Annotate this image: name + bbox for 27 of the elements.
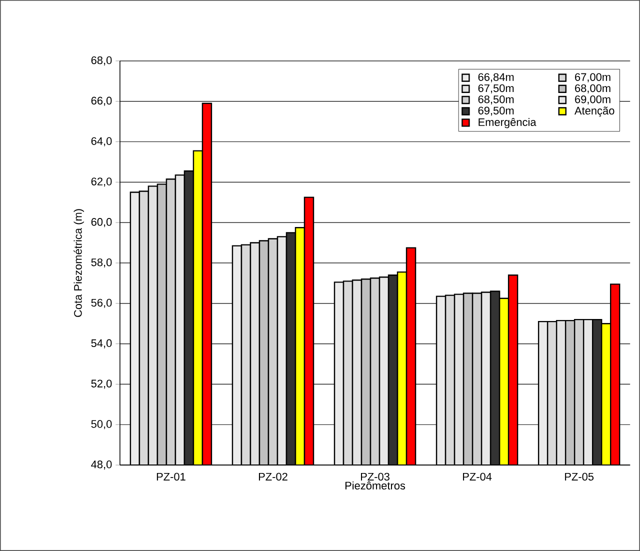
legend-label: 66,84m <box>478 73 514 82</box>
y-axis-title: Cota Piezométrica (m) <box>74 209 84 317</box>
y-tick-label: 56,0 <box>91 298 112 308</box>
y-tick-label: 50,0 <box>91 420 112 430</box>
y-tick-label: 54,0 <box>91 339 112 348</box>
y-tick-label: 68,0 <box>91 56 112 66</box>
legend-label: 68,50m <box>478 95 514 105</box>
legend-label: Emergência <box>478 118 536 128</box>
x-tick-label: PZ-02 <box>258 472 288 481</box>
legend-label: 68,00m <box>575 84 610 94</box>
y-tick-label: 64,0 <box>91 137 112 146</box>
y-tick-label: 58,0 <box>91 258 112 268</box>
y-tick-label: 66,0 <box>91 96 112 106</box>
y-tick-label: 48,0 <box>91 460 112 470</box>
legend-label: Atenção <box>574 106 614 117</box>
legend-label: 69,50m <box>478 106 514 116</box>
legend-label: 67,00m <box>575 73 610 82</box>
legend-label: 67,50m <box>478 84 514 94</box>
x-tick-label: PZ-03 <box>361 472 390 481</box>
x-tick-label: PZ-04 <box>463 472 492 481</box>
y-tick-label: 60,0 <box>91 218 112 228</box>
x-tick-label: PZ-05 <box>565 472 594 481</box>
x-tick-label: PZ-01 <box>156 472 186 481</box>
y-tick-label: 62,0 <box>91 178 112 187</box>
legend-label: 69,00m <box>575 95 610 105</box>
y-tick-label: 52,0 <box>91 380 112 389</box>
x-axis-title: Piezômetros <box>345 481 406 490</box>
